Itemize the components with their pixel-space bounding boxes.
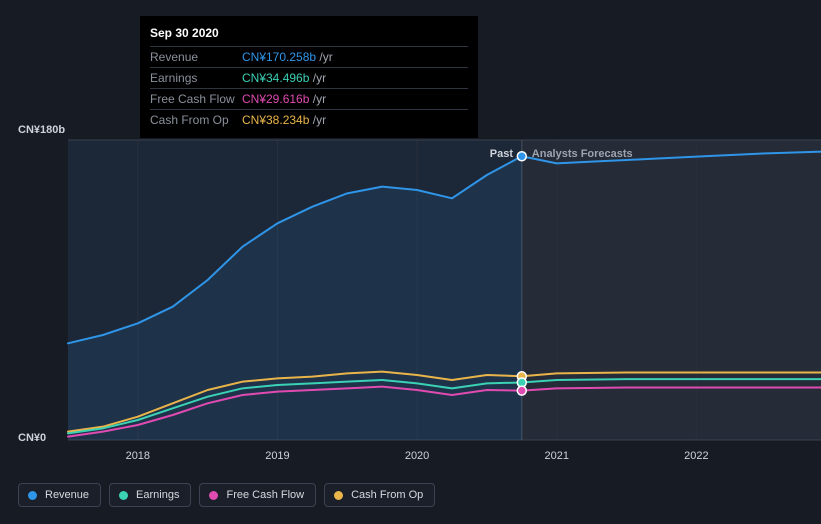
forecast-region-label: Analysts Forecasts (532, 148, 633, 160)
tooltip-row-value: CN¥170.258b /yr (242, 47, 468, 68)
tooltip-row-value: CN¥34.496b /yr (242, 68, 468, 89)
legend-swatch-icon (119, 491, 128, 500)
legend-label: Cash From Op (351, 489, 423, 501)
tooltip-row-label: Cash From Op (150, 110, 242, 131)
tooltip-table: RevenueCN¥170.258b /yrEarningsCN¥34.496b… (150, 46, 468, 130)
legend-swatch-icon (334, 491, 343, 500)
tooltip-date: Sep 30 2020 (150, 22, 468, 46)
tooltip-row-value: CN¥38.234b /yr (242, 110, 468, 131)
legend-item-free-cash-flow[interactable]: Free Cash Flow (199, 483, 316, 507)
x-tick-label: 2018 (126, 450, 150, 462)
chart-tooltip: Sep 30 2020 RevenueCN¥170.258b /yrEarnin… (140, 16, 478, 138)
x-tick-label: 2021 (544, 450, 568, 462)
y-axis-min-label: CN¥0 (18, 432, 46, 444)
x-tick-label: 2019 (265, 450, 289, 462)
legend-swatch-icon (28, 491, 37, 500)
legend-swatch-icon (209, 491, 218, 500)
y-axis-max-label: CN¥180b (18, 124, 65, 136)
legend-label: Revenue (45, 489, 89, 501)
tooltip-row: RevenueCN¥170.258b /yr (150, 47, 468, 68)
tooltip-row-label: Earnings (150, 68, 242, 89)
legend-label: Earnings (136, 489, 179, 501)
legend-item-revenue[interactable]: Revenue (18, 483, 101, 507)
chart-legend: Revenue Earnings Free Cash Flow Cash From O… (18, 483, 435, 507)
tooltip-row: Cash From OpCN¥38.234b /yr (150, 110, 468, 131)
legend-label: Free Cash Flow (226, 489, 304, 501)
legend-item-earnings[interactable]: Earnings (109, 483, 191, 507)
past-region-label: Past (490, 148, 513, 160)
legend-item-cash-from-op[interactable]: Cash From Op (324, 483, 435, 507)
x-tick-label: 2022 (684, 450, 708, 462)
tooltip-row-label: Revenue (150, 47, 242, 68)
tooltip-row-label: Free Cash Flow (150, 89, 242, 110)
tooltip-row-value: CN¥29.616b /yr (242, 89, 468, 110)
x-tick-label: 2020 (405, 450, 429, 462)
tooltip-row: EarningsCN¥34.496b /yr (150, 68, 468, 89)
tooltip-row: Free Cash FlowCN¥29.616b /yr (150, 89, 468, 110)
